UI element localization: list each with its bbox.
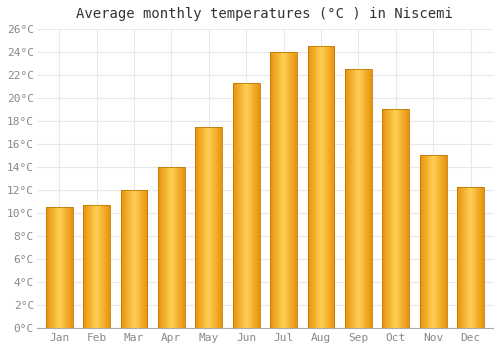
Bar — [232, 83, 260, 328]
Bar — [158, 167, 185, 328]
Bar — [420, 155, 446, 328]
Bar — [120, 190, 148, 328]
Bar — [270, 52, 297, 328]
Bar — [46, 207, 72, 328]
Bar — [382, 110, 409, 328]
Bar — [83, 205, 110, 328]
Bar — [345, 69, 372, 328]
Bar — [196, 127, 222, 328]
Bar — [457, 188, 484, 328]
Bar — [308, 46, 334, 328]
Title: Average monthly temperatures (°C ) in Niscemi: Average monthly temperatures (°C ) in Ni… — [76, 7, 454, 21]
